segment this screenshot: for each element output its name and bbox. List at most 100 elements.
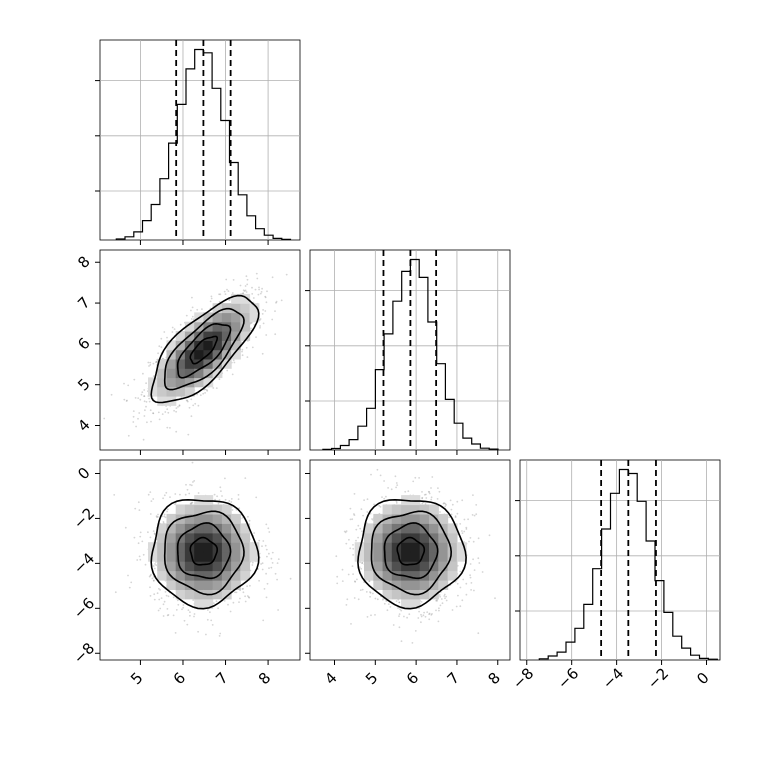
scatter-point (477, 632, 480, 635)
scatter-point (444, 502, 447, 505)
density-cell (203, 495, 214, 506)
scatter-point (381, 496, 383, 498)
scatter-point (245, 275, 248, 278)
density-cell (212, 580, 223, 590)
scatter-point (274, 572, 277, 575)
contour-3 (150, 294, 260, 404)
scatter-point (152, 565, 155, 567)
scatter-point (420, 613, 422, 616)
density-cell (373, 551, 384, 562)
histogram-panel-0 (95, 39, 301, 241)
scatter-point (166, 336, 168, 339)
scatter-point (144, 563, 147, 566)
scatter-point (214, 498, 217, 501)
density-cell (221, 542, 232, 553)
density-cell (157, 570, 167, 581)
scatter-point (341, 580, 344, 582)
scatter-point (274, 333, 277, 336)
density-cell (410, 523, 421, 534)
scatter-point (374, 597, 377, 600)
scatter-point (143, 395, 146, 397)
density-cell (203, 368, 214, 379)
density-cell (194, 598, 204, 609)
scatter-point (352, 547, 355, 550)
scatter-point (266, 290, 268, 293)
scatter-point (229, 610, 232, 613)
scatter-point (468, 540, 470, 543)
scatter-point (221, 495, 223, 497)
scatter-point (188, 406, 191, 409)
density-cell (203, 340, 214, 351)
density-cell (231, 303, 241, 314)
scatter-point (191, 461, 194, 464)
scatter-point (205, 389, 208, 391)
y-tick-label: 5 (74, 375, 93, 394)
density-cell (221, 561, 232, 572)
scatter-point (455, 605, 458, 608)
density-cell (184, 523, 195, 534)
scatter-point (225, 278, 228, 281)
scatter-point (360, 567, 363, 570)
scatter-point (244, 477, 247, 479)
density-cell (438, 513, 449, 524)
scatter-point (243, 290, 246, 292)
scatter-point (349, 518, 352, 521)
scatter-point (152, 498, 155, 500)
scatter-point (199, 394, 202, 397)
scatter-point (412, 480, 415, 483)
scatter-point (149, 361, 152, 364)
density-cell (438, 570, 449, 581)
scatter-point (191, 306, 194, 309)
density-cell (447, 551, 458, 562)
scatter-point (241, 350, 243, 353)
scatter-point (158, 587, 160, 590)
scatter-point (132, 410, 135, 412)
scatter-panel-0-1 (99, 249, 301, 451)
density-cell (184, 504, 195, 515)
scatter-point (246, 595, 249, 597)
scatter-point (135, 425, 138, 428)
scatter-point (472, 540, 475, 543)
scatter-point (160, 337, 163, 340)
scatter-point (275, 301, 277, 304)
scatter-point (138, 555, 141, 558)
scatter-point (465, 593, 468, 596)
density-cell (438, 542, 449, 553)
density-cell (194, 513, 204, 524)
density-cell (203, 542, 214, 553)
scatter-point (186, 399, 189, 402)
scatter-point (148, 365, 150, 367)
scatter-point (392, 624, 395, 626)
scatter-point (369, 595, 371, 598)
panel-content (113, 461, 292, 637)
density-cell (410, 561, 421, 572)
x-tick-label: 5 (362, 669, 381, 688)
density-cell (249, 551, 260, 562)
scatter-point (469, 576, 472, 579)
scatter-point (398, 613, 401, 615)
scatter-point (420, 621, 422, 624)
scatter-point (237, 494, 240, 496)
density-cell (429, 513, 439, 524)
scatter-point (142, 553, 145, 556)
scatter-point (383, 480, 385, 482)
scatter-point (353, 597, 356, 599)
y-tick-label: −6 (70, 594, 98, 622)
scatter-point (265, 572, 267, 575)
density-cell (401, 561, 411, 572)
panel-frame (519, 459, 721, 661)
density-cell (447, 532, 458, 543)
scatter-point (191, 315, 194, 318)
density-cell (166, 358, 177, 369)
scatter-point (425, 497, 428, 499)
density-cell (203, 570, 214, 581)
scatter-point (150, 500, 153, 502)
scatter-point (217, 502, 220, 505)
scatter-point (164, 411, 167, 413)
scatter-point (162, 497, 165, 500)
scatter-point (345, 542, 348, 545)
scatter-point (206, 609, 209, 611)
density-cell (203, 598, 214, 609)
scatter-point (255, 496, 258, 499)
scatter-point (174, 493, 177, 495)
